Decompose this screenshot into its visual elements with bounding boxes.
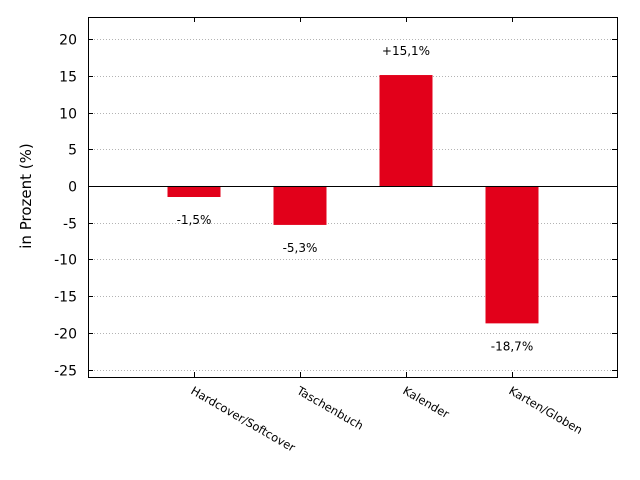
y-axis-ticks: 20 15 10 5 0 -5 -10 -15 -20 -25 xyxy=(54,33,617,380)
y-tick-label: -10 xyxy=(54,253,77,269)
bar-hardcover-softcover xyxy=(167,185,221,197)
data-label: -18,7% xyxy=(491,339,533,353)
bars xyxy=(167,75,539,324)
data-label: -1,5% xyxy=(177,213,212,227)
y-axis-title: in Prozent (%) xyxy=(17,143,35,248)
bar-taschenbuch xyxy=(273,185,327,225)
plot-frame xyxy=(88,17,618,378)
x-category-label: Taschenbuch xyxy=(294,383,366,433)
y-tick-label: 10 xyxy=(59,107,77,123)
data-label: +15,1% xyxy=(382,44,430,58)
y-tick-label: -15 xyxy=(54,290,77,306)
data-label: -5,3% xyxy=(283,241,318,255)
bar-kalender xyxy=(379,75,433,186)
bar-karten-globen xyxy=(485,185,539,324)
y-tick-label: -20 xyxy=(54,327,77,343)
data-labels: -1,5% -5,3% +15,1% -18,7% xyxy=(177,44,534,353)
grid-lines xyxy=(88,39,617,371)
y-tick-label: -25 xyxy=(54,364,77,380)
x-category-label: Karten/Globen xyxy=(507,383,586,436)
x-category-label: Hardcover/Softcover xyxy=(189,383,298,454)
y-tick-label: -5 xyxy=(63,217,77,233)
y-tick-label: 5 xyxy=(68,143,77,159)
y-tick-label: 15 xyxy=(59,70,77,86)
y-tick-label: 20 xyxy=(59,33,77,49)
y-tick-label: 0 xyxy=(68,180,77,196)
x-category-label: Kalender xyxy=(401,383,452,421)
